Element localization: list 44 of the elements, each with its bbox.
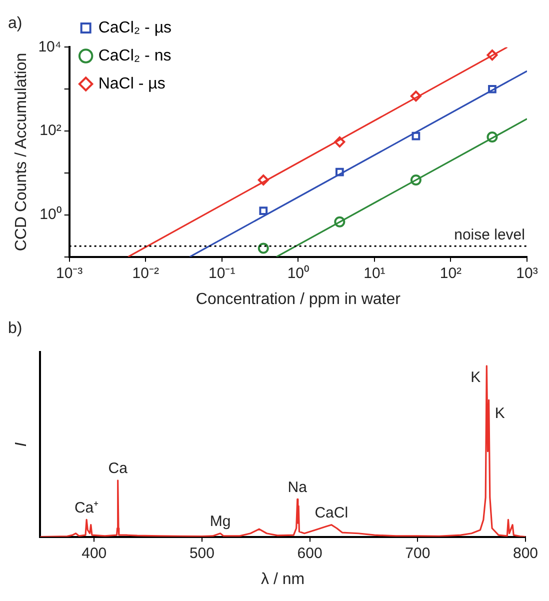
chart-title: a) bbox=[8, 15, 22, 32]
point bbox=[259, 206, 268, 215]
x-tick-label: 10⁻¹ bbox=[208, 264, 236, 282]
y-tick-label: 10⁰ bbox=[40, 206, 62, 224]
x-axis-title: λ / nm bbox=[261, 570, 305, 588]
x-tick-label: 700 bbox=[405, 544, 430, 562]
point bbox=[334, 136, 346, 148]
point bbox=[258, 242, 269, 254]
y-axis-title: I bbox=[13, 442, 30, 447]
x-tick-label: 10⁰ bbox=[287, 264, 310, 282]
x-tick-label: 10² bbox=[440, 264, 462, 282]
annotation: CaCl bbox=[314, 504, 348, 522]
legend-label: CaCl₂ - ns bbox=[98, 47, 172, 64]
annotation: Ca⁺ bbox=[74, 499, 99, 516]
y-axis-title: CCD Counts / Accumulation bbox=[13, 52, 30, 252]
point bbox=[335, 168, 344, 176]
legend-label: NaCl - µs bbox=[98, 75, 166, 92]
legend-label: CaCl₂ - µs bbox=[98, 19, 172, 36]
annotation: K bbox=[470, 369, 481, 386]
annotation: Mg bbox=[210, 513, 231, 530]
point bbox=[486, 132, 498, 143]
x-tick-label: 10⁻³ bbox=[56, 264, 83, 282]
point bbox=[412, 132, 420, 140]
point bbox=[334, 216, 346, 228]
chart-title: b) bbox=[8, 320, 22, 338]
point bbox=[410, 174, 422, 186]
point bbox=[488, 84, 496, 94]
ref-line-label: noise level bbox=[454, 226, 525, 244]
x-tick-label: 800 bbox=[512, 544, 538, 562]
x-tick-label: 10³ bbox=[516, 264, 538, 282]
x-tick-label: 500 bbox=[189, 544, 214, 562]
x-tick-label: 10⁻² bbox=[132, 264, 159, 282]
y-tick-label: 10² bbox=[40, 122, 62, 140]
annotation: K bbox=[494, 405, 505, 422]
x-axis-title: Concentration / ppm in water bbox=[196, 290, 402, 308]
x-tick-label: 400 bbox=[82, 544, 107, 562]
annotation: Na bbox=[288, 478, 308, 496]
point bbox=[486, 50, 498, 61]
y-tick-label: 10⁴ bbox=[38, 38, 62, 56]
point bbox=[258, 174, 269, 186]
x-tick-label: 600 bbox=[297, 544, 322, 562]
point bbox=[410, 90, 422, 102]
annotation: Ca bbox=[108, 460, 128, 478]
x-tick-label: 10¹ bbox=[364, 264, 386, 282]
